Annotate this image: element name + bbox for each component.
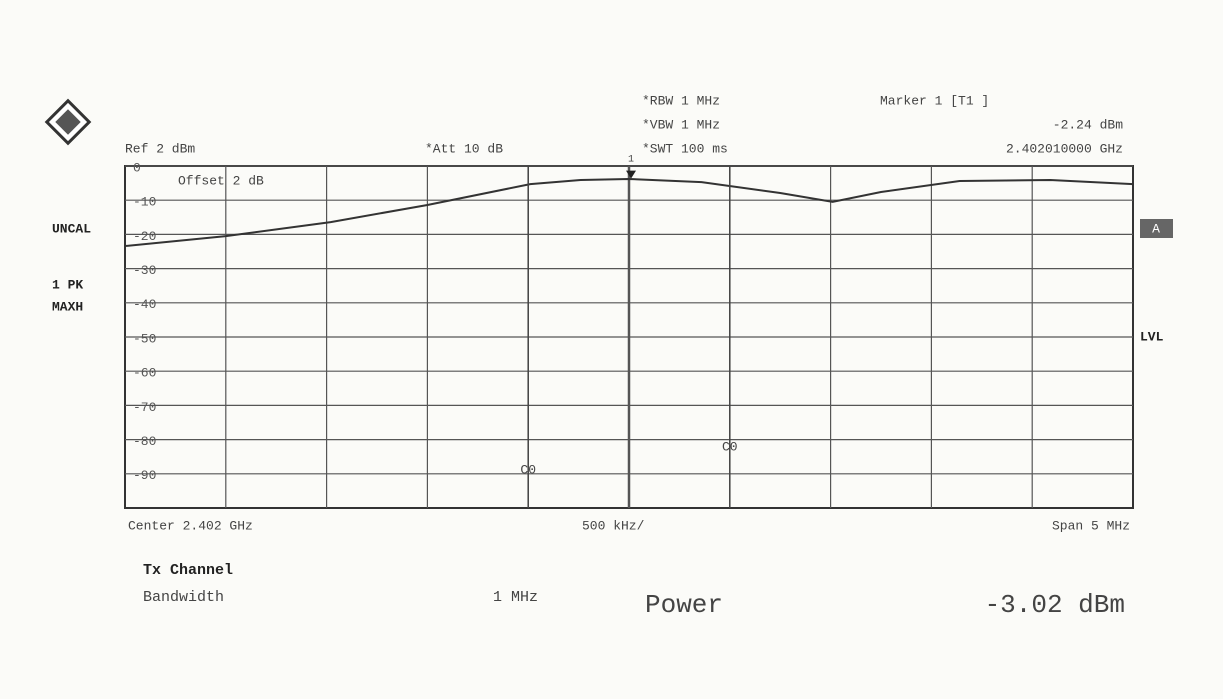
ref-level: Ref 2 dBm — [125, 141, 195, 156]
y-tick-label: -10 — [133, 195, 156, 210]
marker-level: -2.24 dBm — [1053, 117, 1123, 132]
uncal: UNCAL — [52, 221, 91, 236]
channel-label: C0 — [722, 439, 738, 454]
y-tick-label: 0 — [133, 160, 141, 175]
channel-label: C0 — [520, 462, 536, 477]
center: Center 2.402 GHz — [128, 518, 253, 533]
trace — [124, 177, 1134, 248]
trace-detector: 1 PK — [52, 277, 83, 292]
marker-label: Marker 1 [T1 ] — [880, 93, 989, 108]
vbw: *VBW 1 MHz — [642, 117, 720, 132]
bandwidth-value: 1 MHz — [493, 589, 538, 606]
y-tick-label: -90 — [133, 468, 156, 483]
lvl: LVL — [1140, 329, 1164, 344]
y-tick-label: -60 — [133, 366, 156, 381]
trace-mode: MAXH — [52, 299, 83, 314]
bandwidth-label: Bandwidth — [143, 589, 224, 606]
y-tick-label: -50 — [133, 331, 156, 346]
y-tick-label: -20 — [133, 229, 156, 244]
y-tick-label: -40 — [133, 297, 156, 312]
y-tick-label: -70 — [133, 400, 156, 415]
trace-badge — [1140, 219, 1173, 238]
trace-badge-label: A — [1152, 221, 1160, 236]
swt: *SWT 100 ms — [642, 141, 728, 156]
logo — [44, 98, 92, 146]
marker — [626, 170, 637, 179]
power-value: -3.02 dBm — [985, 590, 1125, 620]
span: Span 5 MHz — [1052, 518, 1130, 533]
y-tick-label: -30 — [133, 263, 156, 278]
offset: Offset 2 dB — [178, 173, 264, 188]
marker-number: 1 — [628, 154, 634, 165]
div: 500 kHz/ — [582, 518, 645, 533]
power-label: Power — [645, 590, 723, 620]
marker-frequency: 2.402010000 GHz — [1006, 141, 1123, 156]
result-title: Tx Channel — [143, 562, 233, 579]
rbw: *RBW 1 MHz — [642, 93, 720, 108]
attenuation: *Att 10 dB — [425, 141, 503, 156]
y-tick-label: -80 — [133, 434, 156, 449]
